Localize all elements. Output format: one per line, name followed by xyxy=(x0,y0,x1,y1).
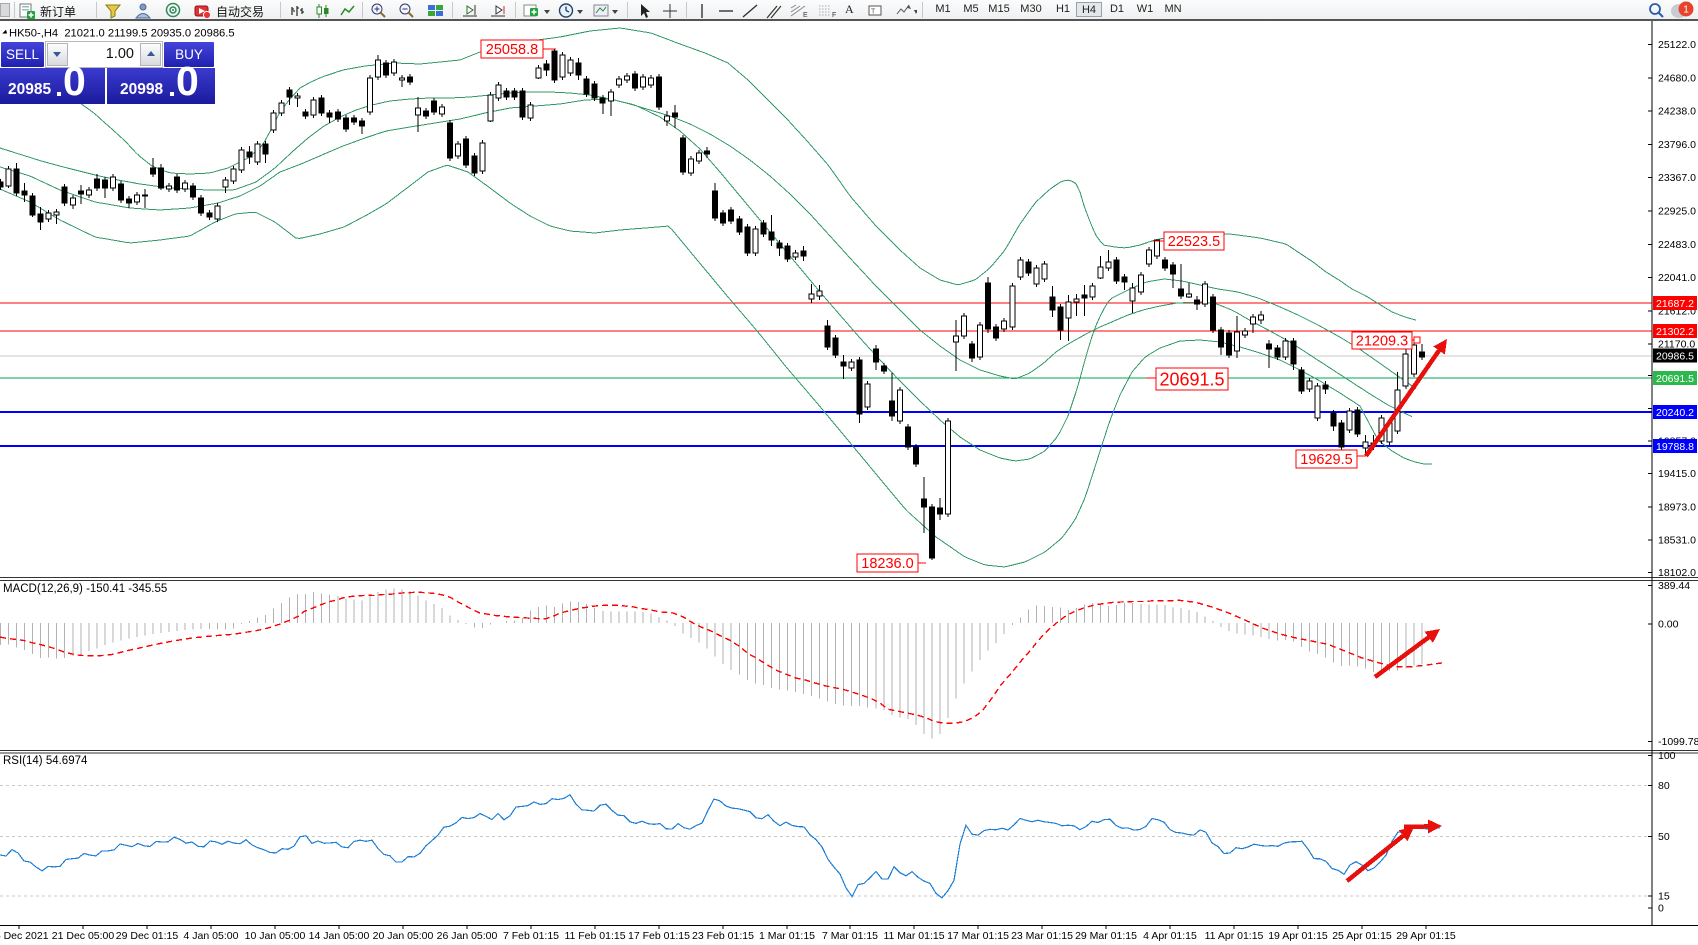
svg-text:22523.5: 22523.5 xyxy=(1168,234,1220,250)
svg-text:15: 15 xyxy=(1658,891,1670,903)
svg-text:11 Mar 01:15: 11 Mar 01:15 xyxy=(883,930,944,942)
svg-text:0.00: 0.00 xyxy=(1658,618,1679,630)
svg-text:24680.0: 24680.0 xyxy=(1658,72,1696,84)
svg-text:19415.0: 19415.0 xyxy=(1658,468,1696,480)
svg-text:389.44: 389.44 xyxy=(1658,580,1690,592)
svg-text:21170.0: 21170.0 xyxy=(1658,339,1695,351)
svg-text:19788.8: 19788.8 xyxy=(1656,441,1694,453)
svg-text:26 Jan 05:00: 26 Jan 05:00 xyxy=(437,930,498,942)
svg-text:21 Dec 05:00: 21 Dec 05:00 xyxy=(52,930,115,942)
svg-text:29 Dec 01:15: 29 Dec 01:15 xyxy=(116,930,179,942)
svg-text:21687.2: 21687.2 xyxy=(1656,298,1694,310)
svg-text:21302.2: 21302.2 xyxy=(1656,326,1694,338)
svg-text:1 Mar 01:15: 1 Mar 01:15 xyxy=(759,930,815,942)
svg-text:80: 80 xyxy=(1658,780,1670,792)
svg-text:20240.2: 20240.2 xyxy=(1656,407,1694,419)
svg-text:MACD(12,26,9) -150.41 -345.55: MACD(12,26,9) -150.41 -345.55 xyxy=(3,583,167,595)
svg-text:18102.0: 18102.0 xyxy=(1658,567,1696,579)
svg-text:15 Dec 2021: 15 Dec 2021 xyxy=(0,930,49,942)
svg-text:22925.0: 22925.0 xyxy=(1658,206,1696,218)
svg-text:HK50-,H4 21021.0 21199.5 2093: HK50-,H4 21021.0 21199.5 20935.0 20986.5 xyxy=(9,28,235,40)
svg-text:25 Apr 01:15: 25 Apr 01:15 xyxy=(1332,930,1392,942)
svg-text:11 Apr 01:15: 11 Apr 01:15 xyxy=(1205,930,1264,942)
svg-text:21209.3: 21209.3 xyxy=(1356,334,1408,350)
svg-text:20691.5: 20691.5 xyxy=(1159,369,1224,389)
svg-text:23367.0: 23367.0 xyxy=(1658,172,1696,184)
svg-text:25122.0: 25122.0 xyxy=(1658,39,1696,51)
svg-text:T: T xyxy=(871,9,876,16)
svg-text:17 Feb 01:15: 17 Feb 01:15 xyxy=(628,930,690,942)
svg-text:14 Jan 05:00: 14 Jan 05:00 xyxy=(309,930,370,942)
svg-text:E: E xyxy=(803,12,808,19)
svg-text:23 Mar 01:15: 23 Mar 01:15 xyxy=(1011,930,1073,942)
svg-text:11 Feb 01:15: 11 Feb 01:15 xyxy=(564,930,625,942)
svg-text:20691.5: 20691.5 xyxy=(1656,373,1694,385)
svg-text:18973.0: 18973.0 xyxy=(1658,501,1696,513)
svg-text:1: 1 xyxy=(1683,5,1689,16)
svg-text:25058.8: 25058.8 xyxy=(486,42,538,58)
svg-text:17 Mar 01:15: 17 Mar 01:15 xyxy=(947,930,1009,942)
svg-text:18236.0: 18236.0 xyxy=(861,556,913,572)
svg-text:100: 100 xyxy=(1658,750,1676,762)
svg-text:22041.0: 22041.0 xyxy=(1658,272,1696,284)
svg-text:19 Apr 01:15: 19 Apr 01:15 xyxy=(1268,930,1328,942)
svg-text:50: 50 xyxy=(1658,831,1670,843)
svg-text:0: 0 xyxy=(1658,903,1664,915)
svg-text:29 Apr 01:15: 29 Apr 01:15 xyxy=(1396,930,1456,942)
svg-text:7 Feb 01:15: 7 Feb 01:15 xyxy=(503,930,559,942)
svg-text:23796.0: 23796.0 xyxy=(1658,139,1696,151)
svg-text:24238.0: 24238.0 xyxy=(1658,106,1696,118)
svg-text:F: F xyxy=(832,12,836,19)
svg-text:29 Mar 01:15: 29 Mar 01:15 xyxy=(1075,930,1137,942)
svg-text:20986.5: 20986.5 xyxy=(1656,351,1694,363)
svg-text:-1099.78: -1099.78 xyxy=(1658,736,1698,748)
svg-text:19629.5: 19629.5 xyxy=(1300,452,1352,468)
svg-text:4 Jan 05:00: 4 Jan 05:00 xyxy=(184,930,239,942)
svg-text:22483.0: 22483.0 xyxy=(1658,239,1696,251)
svg-text:4 Apr 01:15: 4 Apr 01:15 xyxy=(1143,930,1197,942)
svg-text:RSI(14) 54.6974: RSI(14) 54.6974 xyxy=(3,755,88,767)
svg-text:18531.0: 18531.0 xyxy=(1658,535,1696,547)
svg-text:23 Feb 01:15: 23 Feb 01:15 xyxy=(692,930,754,942)
svg-text:7 Mar 01:15: 7 Mar 01:15 xyxy=(822,930,878,942)
svg-text:20 Jan 05:00: 20 Jan 05:00 xyxy=(373,930,434,942)
svg-text:10 Jan 05:00: 10 Jan 05:00 xyxy=(245,930,306,942)
